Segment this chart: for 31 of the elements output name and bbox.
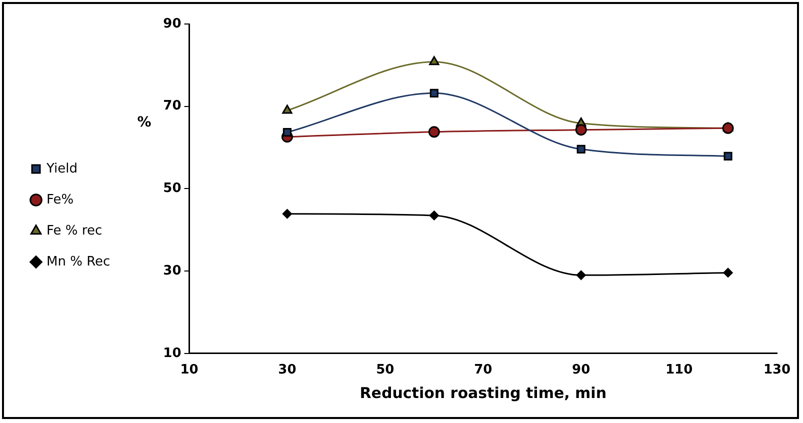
- y-tick-label: 90: [163, 16, 182, 32]
- point: [576, 144, 586, 154]
- legend-label: Yield: [46, 161, 78, 176]
- legend-label: Mn % Rec: [46, 254, 110, 270]
- legend-label: Fe%: [46, 192, 74, 208]
- point: [575, 124, 587, 136]
- point: [282, 104, 292, 114]
- y-tick-label: 10: [163, 346, 182, 361]
- x-tick-label: 10: [180, 362, 198, 378]
- x-tick-label: 90: [572, 362, 590, 378]
- point: [724, 152, 732, 160]
- point: [430, 88, 438, 98]
- y-axis-title: %: [137, 114, 152, 130]
- point: [282, 128, 292, 137]
- point: [282, 209, 292, 219]
- y-tick-label: 50: [163, 181, 182, 196]
- point: [429, 56, 440, 66]
- y-tick-label: 30: [163, 263, 182, 278]
- x-tick-label: 30: [278, 362, 296, 378]
- point: [576, 270, 586, 280]
- x-tick-label: 70: [474, 362, 492, 378]
- x-tick-label: 130: [763, 362, 791, 378]
- point: [428, 126, 440, 138]
- legend-label: Fe % rec: [46, 223, 102, 238]
- x-tick-label: 110: [665, 362, 693, 378]
- point: [722, 122, 734, 134]
- point: [723, 268, 733, 278]
- y-tick-label: 70: [163, 98, 182, 114]
- point: [429, 210, 439, 220]
- x-axis-title: Reduction roasting time, min: [360, 384, 607, 402]
- x-tick-label: 50: [376, 362, 394, 378]
